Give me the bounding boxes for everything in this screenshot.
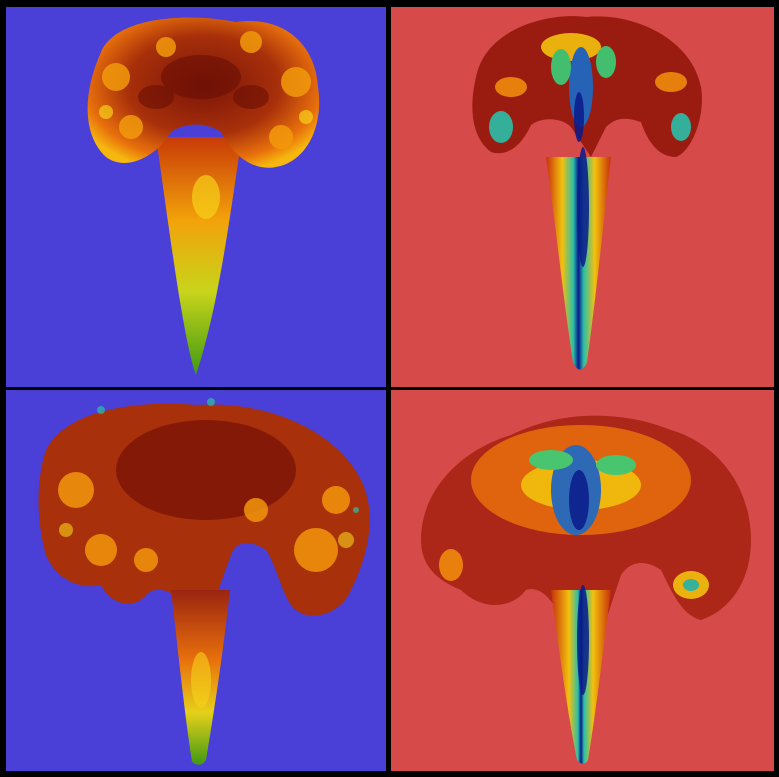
panel-bottom-left <box>6 390 386 771</box>
panel-bottom-right <box>391 390 774 771</box>
plume-late-rainbow <box>391 390 774 771</box>
panel-top-left <box>6 7 386 387</box>
plume-early-warm <box>6 7 386 387</box>
panel-top-right <box>391 7 774 387</box>
plume-early-rainbow <box>391 7 774 387</box>
plume-late-warm <box>6 390 386 771</box>
